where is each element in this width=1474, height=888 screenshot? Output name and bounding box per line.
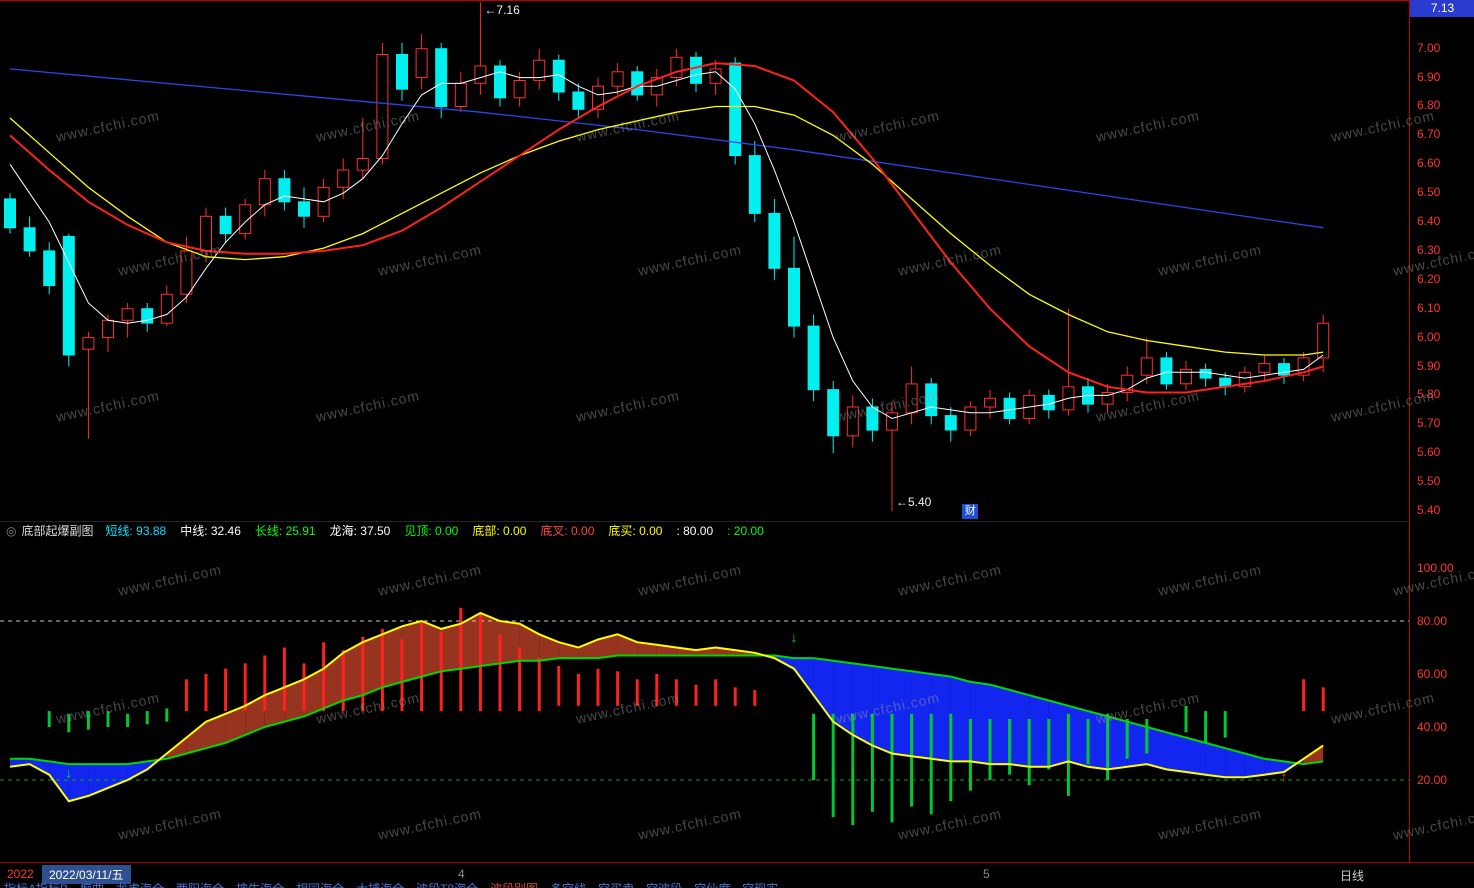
indicator-fills bbox=[10, 613, 1324, 802]
indicator-sub-chart[interactable]: ↓ ↓ ↑ bbox=[0, 540, 1410, 862]
bottom-tab[interactable]: 痴曲 bbox=[80, 882, 104, 888]
bottom-tab[interactable]: 空现实 bbox=[742, 882, 778, 888]
indicator-axis-label: 40.00 bbox=[1417, 720, 1448, 734]
indicator-value-底部: 底部: 0.00 bbox=[472, 524, 527, 538]
signal-arrow-down: ↓ bbox=[65, 764, 72, 780]
main-chart-canvas[interactable] bbox=[0, 1, 1409, 522]
indicator-value-见顶: 见顶: 0.00 bbox=[404, 524, 459, 538]
high-price-annotation: ←7.16 bbox=[484, 3, 520, 17]
indicator-value-中线: 中线: 32.46 bbox=[180, 524, 241, 538]
bottom-tab[interactable]: 波段别图 bbox=[490, 882, 538, 888]
bottom-tab[interactable]: 波段T8海全 bbox=[416, 882, 478, 888]
ma-line-red bbox=[9, 62, 1324, 394]
price-axis-label: 6.50 bbox=[1417, 185, 1441, 200]
price-axis-label: 6.60 bbox=[1417, 156, 1441, 171]
current-date-box[interactable]: 2022/03/11/五 bbox=[42, 865, 131, 884]
indicator-value-底叉: 底叉: 0.00 bbox=[540, 524, 595, 538]
indicator-value-龙海: 龙海: 37.50 bbox=[329, 524, 391, 538]
price-axis-label: 6.70 bbox=[1417, 127, 1441, 142]
indicator-axis-label: 60.00 bbox=[1417, 667, 1448, 681]
indicator-values: 短线: 93.88 中线: 32.46 长线: 25.91 龙海: 37.50 见顶: … bbox=[106, 524, 778, 538]
axis-year-label: 2022 bbox=[7, 867, 34, 881]
price-axis-label: 6.00 bbox=[1417, 329, 1441, 344]
indicator-axis-label: 80.00 bbox=[1417, 614, 1448, 628]
indicator-yellow-line bbox=[9, 611, 1324, 803]
bottom-tab[interactable]: 空买卖 bbox=[598, 882, 634, 888]
price-axis-label: 6.90 bbox=[1417, 69, 1441, 84]
price-axis-label: 6.40 bbox=[1417, 214, 1441, 229]
signal-arrow-up: ↑ bbox=[1281, 768, 1288, 784]
candles bbox=[4, 2, 1330, 511]
collapse-circle-icon[interactable]: ◎ bbox=[6, 524, 17, 538]
axis-top-price-box: 7.13 bbox=[1410, 0, 1474, 17]
price-axis-label: 5.60 bbox=[1417, 445, 1441, 460]
signal-arrow-down: ↓ bbox=[791, 629, 798, 645]
price-axis-label: 6.10 bbox=[1417, 300, 1441, 315]
ma-line-yellow bbox=[9, 105, 1324, 356]
price-axis: 7.13 7.00 6.90 6.80 6.70 6.60 6.50 6.40 6.30 6.2… bbox=[1409, 0, 1474, 862]
price-axis-label: 5.70 bbox=[1417, 416, 1441, 431]
indicator-value-level: : 80.00 bbox=[676, 524, 714, 538]
main-price-chart[interactable]: ←7.16 ←5.40 财 bbox=[0, 0, 1409, 522]
price-axis-label: 5.50 bbox=[1417, 474, 1441, 489]
price-axis-label: 5.90 bbox=[1417, 358, 1441, 373]
status-bar: 2022 2022/03/11/五 日线 指标A指标B 痴曲 龙虎海全 两阳海全 擒牛海… bbox=[0, 862, 1474, 888]
indicator-name[interactable]: 底部起爆副图 bbox=[21, 524, 94, 538]
low-price-annotation: ←5.40 bbox=[896, 495, 932, 509]
price-axis-label: 5.80 bbox=[1417, 387, 1441, 402]
bottom-tab[interactable]: 指标A指标B bbox=[4, 882, 68, 888]
indicator-value-level: : 20.00 bbox=[727, 524, 764, 538]
price-axis-label: 6.80 bbox=[1417, 98, 1441, 113]
ma-line-white bbox=[9, 71, 1324, 420]
indicator-value-短线: 短线: 93.88 bbox=[105, 524, 167, 538]
bottom-tab[interactable]: 擒牛海全 bbox=[236, 882, 284, 888]
month-tick: 4 bbox=[458, 867, 465, 881]
indicator-header: ◎ 底部起爆副图 短线: 93.88 中线: 32.46 长线: 25.91 龙海: 37… bbox=[0, 521, 1409, 541]
price-axis-label: 7.00 bbox=[1417, 40, 1441, 55]
price-axis-label: 5.40 bbox=[1417, 503, 1441, 517]
bottom-tab[interactable]: 两阳海全 bbox=[176, 882, 224, 888]
bottom-tab[interactable]: 大捕海全 bbox=[356, 882, 404, 888]
price-axis-label: 6.30 bbox=[1417, 242, 1441, 257]
sub-chart-canvas[interactable]: ↓ ↓ ↑ bbox=[0, 540, 1410, 862]
indicator-axis-label: 100.00 bbox=[1417, 561, 1454, 575]
price-axis-label: 6.20 bbox=[1417, 271, 1441, 286]
month-tick: 5 bbox=[983, 867, 990, 881]
period-selector[interactable]: 日线 bbox=[1340, 869, 1365, 883]
indicator-value-长线: 长线: 25.91 bbox=[254, 524, 316, 538]
indicator-green-line bbox=[10, 654, 1324, 766]
bottom-tab[interactable]: 空波段 bbox=[646, 882, 682, 888]
bottom-tab[interactable]: 空仙席 bbox=[694, 882, 730, 888]
news-badge[interactable]: 财 bbox=[962, 504, 979, 519]
bottom-tab[interactable]: 相同海全 bbox=[296, 882, 344, 888]
bottom-tab[interactable]: 龙虎海全 bbox=[116, 882, 164, 888]
indicator-bars bbox=[47, 607, 1325, 826]
bottom-tab[interactable]: 多空线 bbox=[550, 882, 586, 888]
ma-line-blue bbox=[9, 68, 1324, 229]
indicator-axis-label: 20.00 bbox=[1417, 773, 1448, 787]
indicator-tabs-row: 指标A指标B 痴曲 龙虎海全 两阳海全 擒牛海全 相同海全 大捕海全 波段T8海全 波段别图 多空… bbox=[4, 880, 1464, 888]
indicator-value-底买: 底买: 0.00 bbox=[608, 524, 663, 538]
